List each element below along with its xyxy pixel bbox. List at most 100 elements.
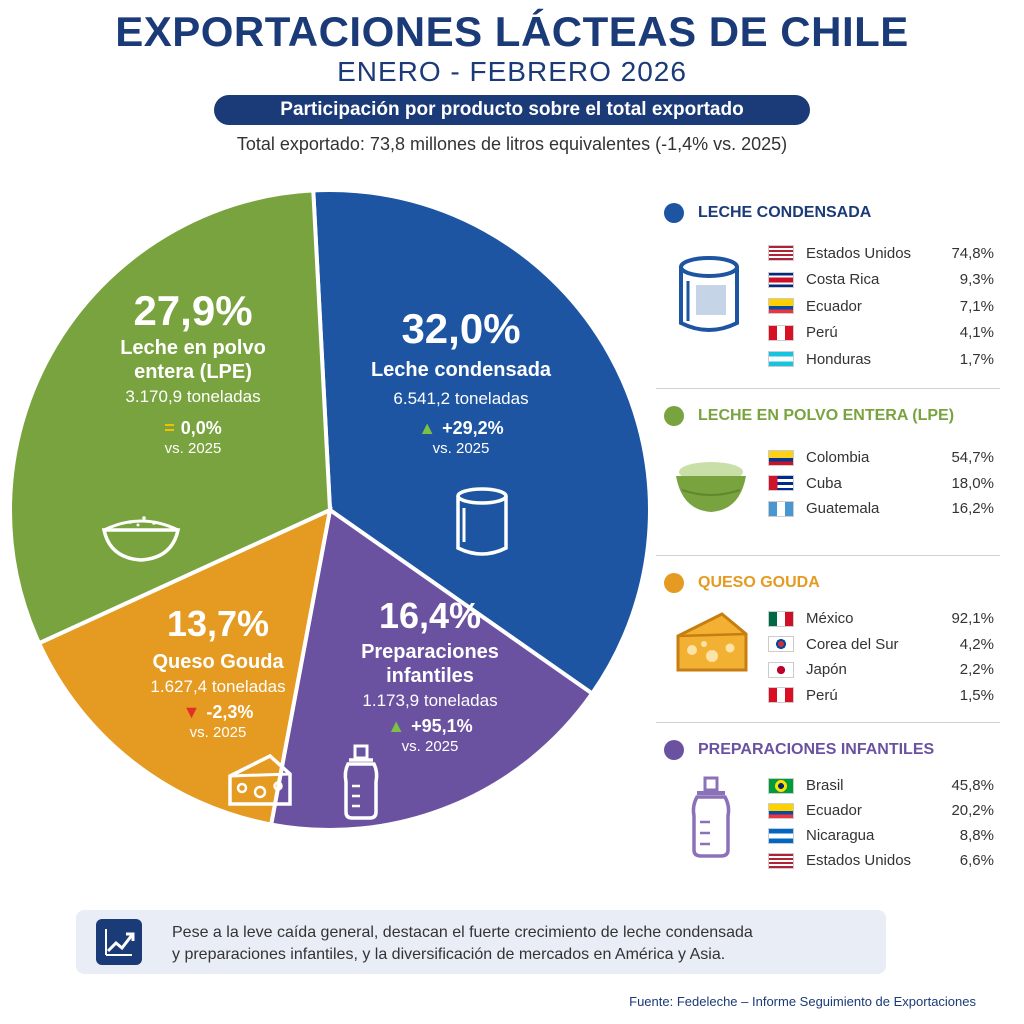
summary-line-2: y preparaciones infantiles, y la diversi… xyxy=(172,946,726,963)
can-icon xyxy=(456,487,508,556)
baby-bottle-icon xyxy=(343,744,379,820)
slice-queso-gouda xyxy=(36,506,333,827)
destination-row: Perú 4,1% xyxy=(768,320,994,347)
country-share: 4,2% xyxy=(959,635,994,653)
country-name: Brasil xyxy=(806,777,844,794)
flag-costa-rica-icon xyxy=(768,271,794,288)
country-share: 74,8% xyxy=(951,244,994,262)
slice-leche-condensada xyxy=(311,188,652,697)
divider xyxy=(656,722,1000,723)
divider xyxy=(656,388,1000,389)
arrow-up-icon: ▲ xyxy=(387,716,406,736)
total-exported: Total exportado: 73,8 millones de litros… xyxy=(236,134,788,154)
slice-change-value-pi: +95,1% xyxy=(411,716,473,736)
powder-bowl-icon xyxy=(101,516,181,562)
slice-tons-lc: 6.541,2 toneladas xyxy=(393,389,529,408)
category-dot xyxy=(664,573,684,593)
destination-row: Colombia 54,7% xyxy=(768,445,994,471)
country-share: 4,1% xyxy=(959,324,994,342)
arrow-up-icon: ▲ xyxy=(418,418,437,438)
source-note: Fuente: Fedeleche – Informe Seguimiento … xyxy=(629,994,976,1009)
summary-note: Pese a la leve caída general, destacan e… xyxy=(76,910,886,974)
slice-name-qg: Queso Gouda xyxy=(152,651,284,673)
destination-row: Honduras 1,7% xyxy=(768,346,994,373)
country-name: Nicaragua xyxy=(806,827,875,844)
country-name: México xyxy=(806,610,854,628)
country-name: Japón xyxy=(806,661,847,679)
destination-title: LECHE CONDENSADA xyxy=(698,204,872,221)
slice-change-value-lc: +29,2% xyxy=(442,418,504,438)
flag-mexico-icon xyxy=(768,610,794,627)
divider xyxy=(656,555,1000,556)
slice-label-pi: 16,4% Preparaciones infantiles 1.173,9 t… xyxy=(330,596,530,756)
country-share: 9,3% xyxy=(959,271,994,289)
slice-name-pi: Preparaciones infantiles xyxy=(361,641,499,687)
flag-ecuador-icon xyxy=(768,802,794,819)
country-share: 20,2% xyxy=(951,802,994,819)
country-share: 16,2% xyxy=(951,500,994,518)
trend-chart-icon xyxy=(96,919,142,965)
slice-tons-lpe: 3.170,9 toneladas xyxy=(125,387,261,406)
pie-chart xyxy=(8,188,652,832)
country-share: 45,8% xyxy=(951,777,994,794)
flag-japan-icon xyxy=(768,661,794,678)
country-share: 8,8% xyxy=(959,827,994,844)
destination-row: Ecuador 20,2% xyxy=(768,798,994,823)
slice-pct-pi: 16,4% xyxy=(378,595,482,636)
slice-change-lpe: = 0,0% xyxy=(78,416,308,440)
destination-row: Nicaragua 8,8% xyxy=(768,823,994,848)
flag-usa-icon xyxy=(768,245,794,262)
powder-bowl-icon xyxy=(676,462,746,512)
cheese-icon xyxy=(676,612,748,672)
destination-row: Cuba 18,0% xyxy=(768,471,994,497)
slice-preparaciones-infantiles xyxy=(268,506,595,832)
country-share: 18,0% xyxy=(951,474,994,492)
arrow-down-icon: ▼ xyxy=(182,702,201,722)
page-subtitle: ENERO - FEBRERO 2026 xyxy=(337,56,687,87)
destination-row: Costa Rica 9,3% xyxy=(768,267,994,294)
flag-guatemala-icon xyxy=(768,500,794,517)
flag-cuba-icon xyxy=(768,475,794,492)
flag-peru-icon xyxy=(768,687,794,704)
country-share: 2,2% xyxy=(959,661,994,679)
country-name: Corea del Sur xyxy=(806,635,899,653)
country-share: 7,1% xyxy=(959,297,994,315)
destination-row: Estados Unidos 74,8% xyxy=(768,240,994,267)
country-share: 92,1% xyxy=(951,610,994,628)
country-name: Estados Unidos xyxy=(806,852,912,869)
slice-pct-lc: 32,0% xyxy=(401,305,521,352)
slice-lpe xyxy=(8,188,333,646)
country-name: Perú xyxy=(806,324,838,342)
country-name: Ecuador xyxy=(806,297,862,315)
equal-icon: = xyxy=(164,418,175,438)
destination-header: QUESO GOUDA xyxy=(664,573,1000,593)
destination-row: Estados Unidos 6,6% xyxy=(768,848,994,873)
destination-header: PREPARACIONES INFANTILES xyxy=(664,740,1000,760)
country-share: 6,6% xyxy=(959,852,994,869)
flag-ecuador-icon xyxy=(768,298,794,315)
can-icon xyxy=(679,256,739,332)
slice-change-pi: ▲ +95,1% xyxy=(330,714,530,738)
slice-vs-qg: vs. 2025 xyxy=(189,724,247,741)
country-name: Cuba xyxy=(806,474,842,492)
category-dot xyxy=(664,406,684,426)
slice-pct-lpe: 27,9% xyxy=(133,287,253,334)
country-name: Ecuador xyxy=(806,802,862,819)
destination-row: Brasil 45,8% xyxy=(768,773,994,798)
summary-text: Pese a la leve caída general, destacan e… xyxy=(172,922,872,966)
slice-change-lc: ▲ +29,2% xyxy=(346,416,576,440)
destination-header: LECHE EN POLVO ENTERA (LPE) xyxy=(664,406,1000,426)
summary-line-1: Pese a la leve caída general, destacan e… xyxy=(172,924,753,941)
country-name: Perú xyxy=(806,686,838,704)
page-title: EXPORTACIONES LÁCTEAS DE CHILE xyxy=(115,8,909,55)
destination-row: Guatemala 16,2% xyxy=(768,496,994,522)
country-share: 54,7% xyxy=(951,449,994,467)
country-name: Colombia xyxy=(806,449,870,467)
slice-label-qg: 13,7% Queso Gouda 1.627,4 toneladas ▼ -2,… xyxy=(108,604,328,742)
slice-label-lpe: 27,9% Leche en polvo entera (LPE) 3.170,… xyxy=(78,288,308,458)
country-name: Honduras xyxy=(806,350,872,368)
destination-header: LECHE CONDENSADA xyxy=(664,203,1000,223)
cheese-icon xyxy=(228,753,292,806)
baby-bottle-icon xyxy=(691,776,731,858)
destination-title: PREPARACIONES INFANTILES xyxy=(698,741,935,758)
